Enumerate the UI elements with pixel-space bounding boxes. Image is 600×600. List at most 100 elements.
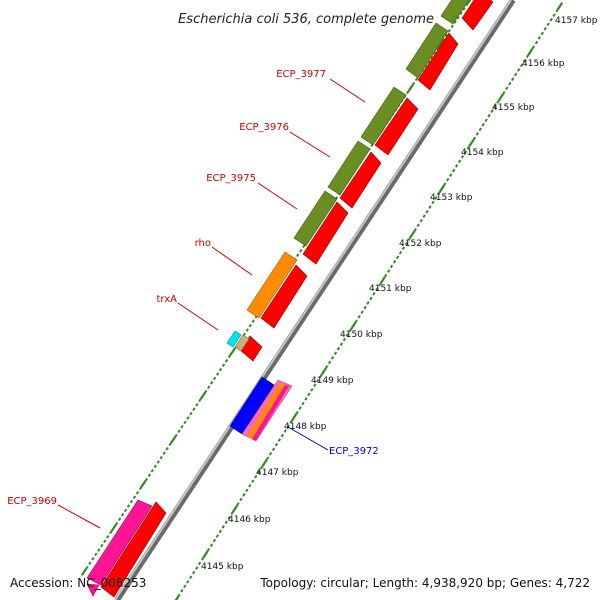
outer-tick — [85, 565, 89, 570]
scale-tick — [451, 168, 456, 173]
scale-tick — [291, 413, 298, 422]
cds-orange[interactable] — [246, 251, 298, 319]
reverse-strand-cds-track — [86, 0, 470, 597]
outer-tick — [135, 491, 140, 495]
outer-tick — [437, 40, 444, 48]
cds-olive-1[interactable] — [405, 22, 449, 79]
scale-tick — [502, 91, 506, 95]
cds-magenta-1[interactable] — [86, 499, 153, 586]
outer-tick — [227, 354, 232, 359]
scale-tick — [310, 388, 314, 392]
scale-tick — [339, 342, 344, 346]
outer-tick — [447, 29, 451, 33]
scale-tick — [274, 442, 279, 447]
scale-tick — [497, 93, 505, 102]
outer-tick — [126, 504, 131, 508]
cds-multicolor-block[interactable] — [241, 379, 293, 442]
genome-backbone — [114, 0, 516, 600]
scale-tick — [549, 17, 553, 22]
outer-tick — [169, 436, 177, 444]
scale-tick — [387, 269, 391, 273]
outer-tick — [407, 84, 414, 92]
kbp-label: 4147 kbp — [256, 468, 299, 478]
cds-olive-4[interactable] — [327, 140, 371, 196]
scale-tick — [295, 410, 299, 415]
cds-red-6[interactable] — [260, 264, 308, 329]
cds-olive-5[interactable] — [293, 190, 338, 247]
outer-tick — [106, 535, 110, 539]
kbp-label: 4157 kbp — [555, 16, 598, 26]
cds-tan[interactable] — [234, 334, 250, 352]
scale-tick — [324, 365, 329, 369]
scale-tick — [434, 196, 438, 200]
scale-tick — [392, 260, 397, 264]
gene-label-ecp3972[interactable]: ECP_3972 — [329, 446, 379, 457]
scale-tick — [534, 40, 539, 45]
cds-red-1[interactable] — [417, 32, 459, 91]
scale-tick — [443, 182, 447, 187]
scale-tick — [254, 474, 258, 479]
cds-cyan[interactable] — [226, 330, 242, 348]
cds-magenta-2[interactable] — [86, 583, 100, 597]
scale-tick — [395, 255, 400, 260]
outer-tick — [153, 464, 157, 469]
outer-tick — [229, 348, 236, 356]
scale-tick — [316, 378, 320, 383]
outer-tick — [103, 539, 107, 543]
cds-blue[interactable] — [229, 376, 275, 435]
scale-tick — [265, 456, 270, 461]
scale-tick — [301, 401, 305, 406]
leader-ecp3969 — [57, 504, 101, 529]
gene-label-ecp3975[interactable]: ECP_3975 — [206, 173, 256, 184]
gene-label-ecp3976[interactable]: ECP_3976 — [239, 122, 289, 133]
scale-tick — [531, 45, 536, 49]
outer-tick — [224, 359, 229, 363]
scale-tick — [493, 104, 497, 109]
gene-label-ecp3977[interactable]: ECP_3977 — [276, 69, 326, 80]
scale-tick — [271, 447, 276, 452]
scale-tick — [384, 273, 388, 278]
outer-tick — [91, 557, 95, 561]
outer-tick — [192, 407, 196, 411]
outer-tick — [150, 469, 154, 473]
scale-tick — [230, 511, 234, 515]
outer-tick — [123, 508, 128, 513]
outer-tick — [218, 367, 223, 372]
gene-label-rho[interactable]: rho — [195, 238, 211, 249]
scale-tick — [248, 483, 252, 488]
gene-label-ecp3969[interactable]: ECP_3969 — [7, 496, 57, 507]
scale-tick — [401, 246, 406, 250]
scale-tick — [416, 223, 420, 228]
gene-label-leaders — [57, 78, 366, 529]
scale-tick — [446, 177, 450, 182]
scale-tick — [251, 479, 255, 484]
outer-tick — [180, 425, 184, 429]
outer-tick — [144, 477, 149, 482]
scale-tick — [357, 314, 361, 319]
outer-tick — [435, 46, 440, 51]
cds-red-3[interactable] — [374, 97, 419, 156]
cds-red-8[interactable] — [100, 501, 167, 598]
kbp-label: 4153 kbp — [430, 193, 473, 203]
scale-tick — [189, 575, 193, 579]
scale-tick — [261, 458, 268, 467]
kbp-label: 4145 kbp — [201, 562, 244, 572]
scale-tick — [360, 310, 364, 314]
cds-olive-2[interactable] — [440, 0, 470, 25]
kbp-scale-labels: 4145 kbp 4146 kbp 4147 kbp 4148 kbp 4149… — [201, 16, 598, 572]
scale-tick — [454, 164, 459, 168]
cds-red-4[interactable] — [339, 151, 382, 209]
outer-tick — [183, 420, 187, 425]
scale-tick — [552, 13, 556, 17]
gene-label-trxa[interactable]: trxA — [156, 294, 177, 305]
outer-tick — [248, 323, 252, 328]
topology-text: Topology: circular; Length: 4,938,920 bp… — [259, 576, 590, 590]
outer-tick — [100, 543, 104, 548]
outer-tick — [165, 447, 169, 451]
cds-red-2[interactable] — [461, 0, 494, 31]
scale-tick — [413, 228, 417, 232]
cds-olive-3[interactable] — [360, 86, 407, 146]
outer-tick — [405, 90, 410, 95]
cds-red-5[interactable] — [302, 201, 349, 265]
